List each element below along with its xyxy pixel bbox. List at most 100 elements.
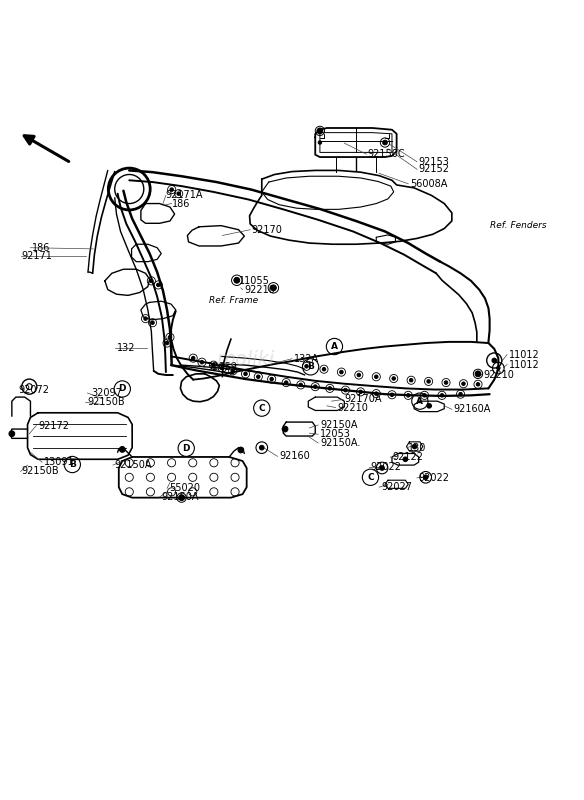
Text: 92027: 92027 — [381, 482, 412, 492]
Circle shape — [244, 372, 247, 375]
Circle shape — [305, 365, 308, 368]
Circle shape — [270, 285, 276, 290]
Circle shape — [221, 366, 224, 370]
Circle shape — [340, 370, 343, 374]
Circle shape — [409, 378, 413, 382]
Text: A: A — [416, 397, 423, 406]
Circle shape — [9, 431, 15, 437]
Circle shape — [476, 382, 479, 386]
Circle shape — [359, 390, 362, 394]
Circle shape — [444, 381, 448, 384]
Circle shape — [344, 388, 347, 392]
Circle shape — [318, 129, 322, 134]
Circle shape — [234, 278, 239, 283]
Text: 92022: 92022 — [370, 462, 401, 473]
Text: Ref. Fenders: Ref. Fenders — [489, 221, 546, 230]
Circle shape — [374, 375, 378, 378]
Text: 92150A: 92150A — [161, 492, 199, 502]
Circle shape — [383, 140, 387, 145]
Text: 92022: 92022 — [419, 473, 450, 483]
Circle shape — [427, 403, 432, 408]
Text: 92210: 92210 — [244, 285, 275, 294]
Text: 92153: 92153 — [418, 157, 449, 166]
Text: 92170: 92170 — [251, 225, 282, 234]
Circle shape — [212, 363, 215, 367]
Circle shape — [475, 371, 481, 377]
Text: 32097: 32097 — [92, 388, 123, 398]
Circle shape — [231, 369, 234, 373]
Circle shape — [192, 357, 195, 360]
Text: B: B — [69, 460, 76, 469]
Text: 12053: 12053 — [320, 430, 351, 439]
Text: D: D — [119, 385, 126, 394]
Text: 92171A: 92171A — [166, 190, 203, 201]
Text: 92150B: 92150B — [88, 398, 125, 407]
Text: 92210: 92210 — [484, 370, 515, 380]
Text: 132: 132 — [116, 342, 135, 353]
Circle shape — [150, 279, 153, 282]
Circle shape — [427, 380, 430, 383]
Circle shape — [406, 394, 410, 397]
Circle shape — [165, 342, 169, 345]
Text: 55020: 55020 — [169, 483, 200, 494]
Text: 32059: 32059 — [207, 362, 238, 373]
Circle shape — [357, 374, 360, 377]
Circle shape — [157, 283, 160, 286]
Text: 13091: 13091 — [44, 457, 74, 467]
Text: 186: 186 — [32, 242, 51, 253]
Circle shape — [238, 447, 244, 453]
Text: D: D — [182, 444, 190, 453]
Text: 56008A: 56008A — [410, 178, 447, 189]
Text: 92152: 92152 — [418, 164, 449, 174]
Circle shape — [492, 358, 496, 363]
Text: 92150C: 92150C — [367, 149, 405, 159]
Circle shape — [284, 381, 288, 384]
Circle shape — [170, 188, 173, 191]
Text: 92160: 92160 — [279, 451, 310, 462]
Text: 92172: 92172 — [38, 421, 69, 430]
Circle shape — [318, 141, 322, 144]
Circle shape — [496, 366, 500, 370]
Circle shape — [423, 394, 426, 397]
Text: 11055: 11055 — [238, 277, 269, 286]
Circle shape — [299, 383, 303, 386]
Circle shape — [423, 475, 428, 480]
Text: 130: 130 — [408, 442, 427, 453]
Text: moliki: moliki — [217, 350, 274, 369]
Text: 92171: 92171 — [22, 251, 53, 261]
Text: 92150A.: 92150A. — [320, 438, 360, 448]
Circle shape — [256, 375, 260, 378]
Text: Ref. Frame: Ref. Frame — [210, 295, 259, 305]
Text: 132A: 132A — [294, 354, 319, 364]
Text: 92150B: 92150B — [22, 466, 60, 477]
Circle shape — [392, 377, 395, 380]
Circle shape — [282, 426, 288, 432]
Circle shape — [270, 378, 273, 381]
Circle shape — [462, 382, 465, 386]
Circle shape — [179, 494, 185, 501]
Circle shape — [374, 392, 378, 395]
Circle shape — [151, 321, 154, 325]
Circle shape — [390, 393, 394, 397]
Text: 11012: 11012 — [509, 350, 540, 360]
Circle shape — [119, 446, 125, 452]
Circle shape — [459, 393, 463, 396]
Text: 92150A: 92150A — [320, 420, 357, 430]
Circle shape — [412, 444, 417, 449]
Circle shape — [259, 446, 264, 450]
Circle shape — [380, 466, 384, 470]
Text: 186: 186 — [172, 198, 190, 209]
Text: C: C — [367, 473, 374, 482]
Text: 92160A: 92160A — [454, 404, 491, 414]
Text: 92210: 92210 — [338, 402, 368, 413]
Circle shape — [177, 192, 180, 195]
Text: 92122: 92122 — [392, 452, 423, 462]
Text: 11012: 11012 — [509, 359, 540, 370]
Text: A: A — [331, 342, 338, 351]
Text: B: B — [307, 362, 314, 371]
Circle shape — [328, 386, 332, 390]
Circle shape — [322, 367, 326, 371]
Circle shape — [440, 394, 444, 397]
Circle shape — [317, 128, 323, 134]
Text: 92072: 92072 — [19, 385, 50, 394]
